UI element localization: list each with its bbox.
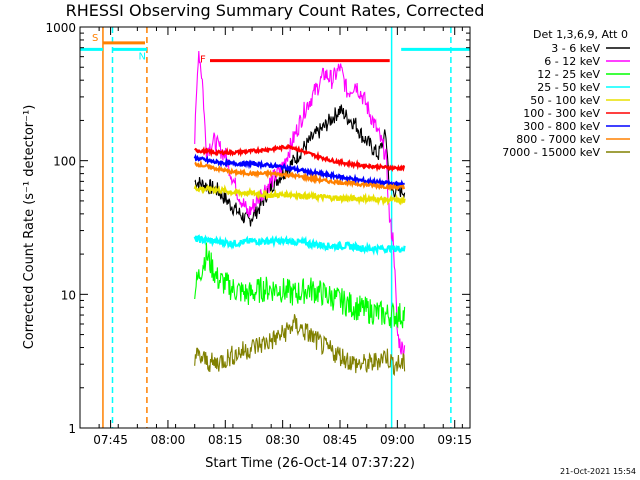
y-tick-label-1: 10 — [61, 288, 76, 302]
y-tick-label-3: 1000 — [45, 21, 76, 35]
plot-area: S N F — [80, 27, 470, 428]
chart-title: RHESSI Observing Summary Count Rates, Co… — [66, 1, 485, 20]
series-line-2 — [194, 242, 406, 329]
series-line-7 — [194, 159, 406, 192]
annotation-label-n: N — [139, 51, 146, 62]
series-line-6 — [193, 153, 405, 191]
legend-entry-label-3: 25 - 50 keV — [537, 81, 600, 94]
series-line-5 — [194, 143, 406, 172]
footer-timestamp: 21-Oct-2021 15:54 — [560, 467, 636, 476]
axes: 1 10 100 1000 07:45 08:00 08:15 08:30 08:45 09:00… — [45, 21, 472, 447]
x-tick-label-4: 08:45 — [323, 433, 358, 447]
x-tick-label-6: 09:15 — [437, 433, 472, 447]
legend-entry-label-0: 3 - 6 keV — [551, 42, 600, 55]
series-line-0 — [194, 104, 406, 227]
x-tick-label-2: 08:15 — [208, 433, 243, 447]
legend-entry-label-4: 50 - 100 keV — [530, 94, 600, 107]
x-tick-label-3: 08:30 — [265, 433, 300, 447]
series-line-3 — [193, 234, 406, 256]
y-axis-label: Corrected Count Rate (s⁻¹ detector⁻¹) — [22, 105, 37, 350]
y-tick-label-2: 100 — [53, 155, 76, 169]
legend-header: Det 1,3,6,9, Att 0 — [533, 28, 628, 41]
x-tick-label-5: 09:00 — [380, 433, 415, 447]
legend-entry-label-2: 12 - 25 keV — [537, 68, 600, 81]
legend-entry-label-1: 6 - 12 keV — [544, 55, 600, 68]
series-line-4 — [193, 184, 406, 207]
legend-entry-label-6: 300 - 800 keV — [523, 120, 600, 133]
legend-entry-label-8: 7000 - 15000 keV — [502, 146, 600, 159]
series-line-8 — [194, 314, 406, 377]
annotation-label-s: S — [92, 33, 98, 44]
y-tick-label-0: 1 — [68, 422, 76, 436]
annotation-label-f: F — [200, 55, 206, 66]
x-tick-label-0: 07:45 — [93, 433, 128, 447]
legend-entry-label-5: 100 - 300 keV — [523, 107, 600, 120]
series-line-1 — [194, 50, 406, 357]
x-tick-label-1: 08:00 — [151, 433, 186, 447]
x-axis-label: Start Time (26-Oct-14 07:37:22) — [205, 456, 415, 471]
legend-entry-label-7: 800 - 7000 keV — [516, 133, 600, 146]
plot-frame — [79, 26, 471, 429]
